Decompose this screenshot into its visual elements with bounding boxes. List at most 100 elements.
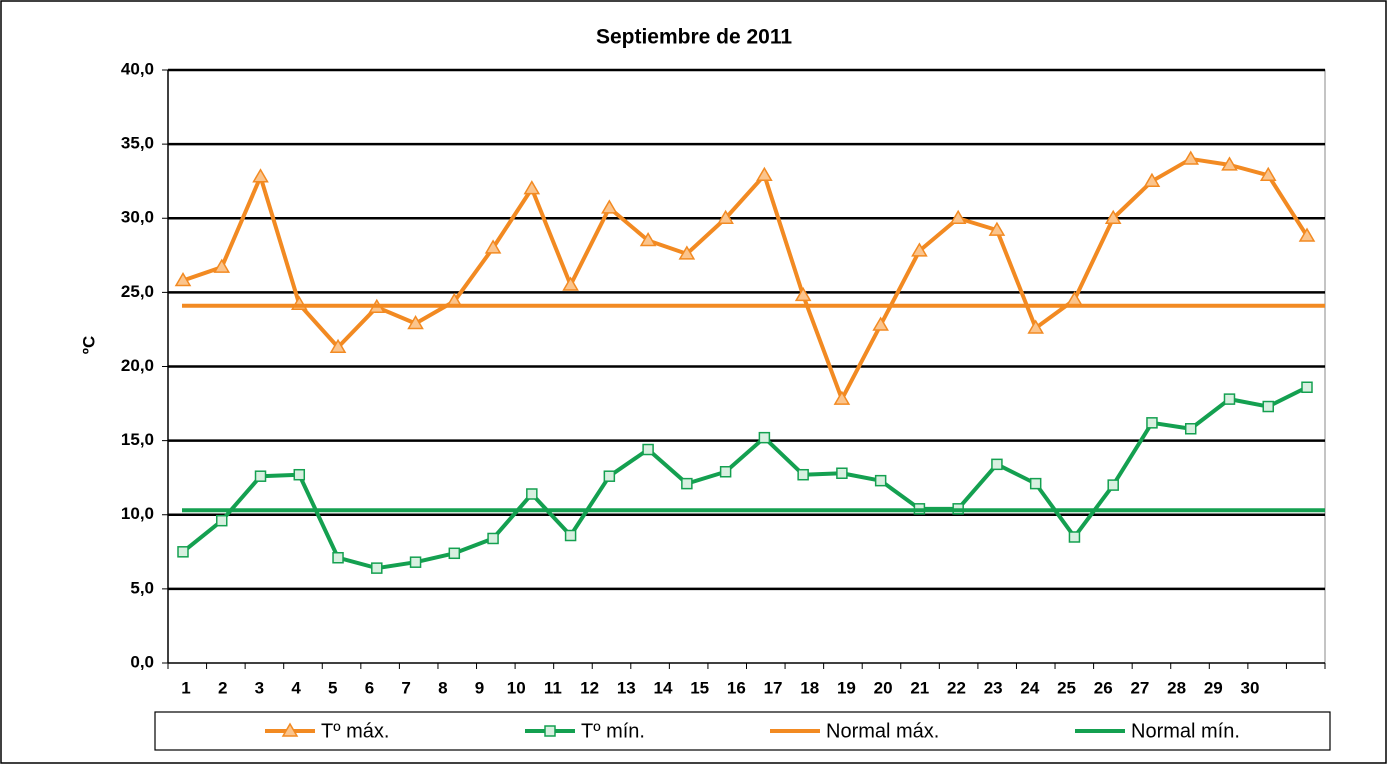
y-tick-label: 35,0: [121, 134, 154, 153]
legend-marker: [281, 722, 299, 737]
data-point: [177, 546, 189, 558]
data-point: [371, 562, 383, 574]
x-tick-label: 13: [617, 678, 636, 697]
data-point: [756, 166, 773, 182]
data-point: [1146, 417, 1158, 429]
x-tick-label: 28: [1167, 678, 1186, 697]
legend-marker: [544, 725, 556, 737]
data-point: [448, 547, 461, 560]
data-point: [949, 209, 967, 224]
x-tick-label: 3: [255, 678, 264, 697]
data-point: [216, 514, 228, 527]
chart-title: Septiembre de 2011: [596, 26, 792, 49]
x-tick-label: 7: [401, 678, 410, 697]
data-point: [523, 180, 541, 195]
data-point: [252, 168, 269, 183]
x-tick-label: 17: [764, 678, 783, 697]
data-point: [678, 245, 696, 260]
x-tick-label: 29: [1204, 678, 1223, 697]
y-tick-label: 25,0: [121, 282, 154, 301]
x-tick-label: 22: [947, 678, 966, 697]
data-point: [1259, 166, 1277, 182]
data-point: [1182, 150, 1200, 165]
x-tick-label: 20: [874, 678, 893, 697]
x-tick-label: 18: [800, 678, 819, 697]
x-tick-label: 23: [984, 678, 1003, 697]
x-tick-label: 2: [218, 678, 227, 697]
data-point: [601, 199, 618, 214]
legend-label: Tº máx.: [321, 720, 389, 742]
data-point: [1143, 172, 1161, 187]
data-point: [1221, 156, 1238, 171]
data-point: [991, 458, 1003, 471]
x-tick-label: 4: [291, 678, 301, 697]
data-point: [639, 231, 657, 247]
x-tick-label: 26: [1094, 678, 1113, 697]
data-point: [836, 467, 848, 479]
data-point: [988, 221, 1006, 236]
x-tick-label: 19: [837, 678, 856, 697]
data-point: [254, 470, 267, 482]
data-point: [874, 474, 887, 487]
y-tick-label: 10,0: [121, 504, 154, 523]
data-point: [407, 315, 424, 330]
data-point: [1068, 531, 1081, 543]
legend-label: Tº mín.: [581, 720, 645, 742]
data-point: [1298, 227, 1316, 242]
x-tick-label: 30: [1241, 678, 1260, 697]
data-point: [1104, 209, 1122, 224]
data-point: [833, 390, 851, 405]
x-tick-label: 9: [475, 678, 484, 697]
data-point: [1029, 477, 1042, 490]
x-tick-label: 8: [438, 678, 447, 697]
data-point: [1027, 319, 1044, 334]
x-tick-label: 21: [910, 678, 929, 697]
data-point: [174, 272, 192, 287]
data-point: [797, 468, 809, 481]
x-tick-label: 14: [654, 678, 673, 697]
data-point: [484, 239, 502, 254]
x-tick-label: 25: [1057, 678, 1076, 697]
x-tick-label: 24: [1020, 678, 1039, 697]
data-point: [1107, 479, 1119, 491]
x-tick-label: 1: [181, 678, 190, 697]
data-point: [872, 316, 889, 331]
data-point: [1301, 381, 1313, 394]
data-point: [1262, 400, 1274, 413]
y-axis-label: ºC: [79, 336, 98, 355]
data-point: [911, 242, 928, 257]
x-tick-label: 15: [690, 678, 709, 697]
x-tick-label: 6: [365, 678, 374, 697]
data-point: [526, 488, 538, 500]
data-point: [1184, 423, 1197, 435]
legend-label: Normal mín.: [1131, 720, 1240, 742]
x-tick-label: 12: [580, 678, 599, 697]
series-line: [181, 385, 1308, 571]
data-point: [642, 443, 654, 456]
data-point: [719, 466, 732, 478]
y-tick-label: 5,0: [130, 578, 154, 597]
y-tick-label: 20,0: [121, 356, 154, 375]
legend-label: Normal máx.: [826, 720, 939, 742]
y-tick-label: 15,0: [121, 430, 154, 449]
data-point: [329, 338, 347, 353]
x-tick-label: 27: [1130, 678, 1149, 697]
data-point: [681, 477, 693, 490]
data-point: [717, 209, 734, 224]
data-point: [332, 551, 344, 564]
data-point: [562, 276, 579, 291]
data-point: [794, 286, 812, 302]
data-point: [293, 468, 306, 481]
x-tick-label: 11: [544, 678, 562, 697]
legend: [154, 711, 1331, 751]
y-tick-label: 40,0: [121, 59, 154, 78]
data-point: [1223, 393, 1236, 405]
y-tick-label: 0,0: [130, 652, 154, 671]
series-line: [182, 156, 1309, 402]
x-tick-label: 10: [507, 678, 526, 697]
y-tick-label: 30,0: [121, 208, 154, 227]
data-point: [603, 470, 616, 482]
data-point: [564, 529, 577, 542]
